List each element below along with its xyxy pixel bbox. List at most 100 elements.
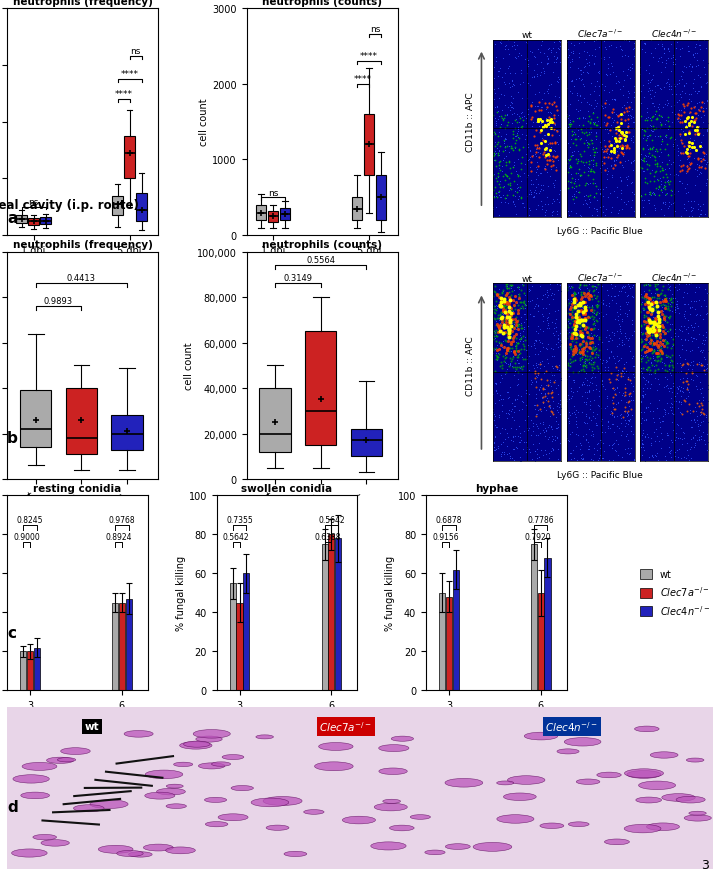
Legend: wt, $\it{Clec7a}^{-/-}$, $\it{Clec4n}^{-/-}$: wt, $\it{Clec7a}^{-/-}$, $\it{Clec4n}^{-… (640, 570, 710, 617)
Text: CD11b :: APC: CD11b :: APC (466, 93, 474, 152)
PathPatch shape (28, 219, 39, 226)
Bar (27, 651, 33, 691)
Text: 0.8924: 0.8924 (105, 533, 132, 542)
X-axis label: time (h): time (h) (58, 716, 97, 726)
Circle shape (218, 814, 248, 821)
Text: 0.4413: 0.4413 (67, 274, 96, 283)
PathPatch shape (305, 332, 336, 445)
Circle shape (166, 847, 195, 853)
Circle shape (199, 763, 225, 769)
Circle shape (503, 793, 536, 801)
Circle shape (662, 794, 696, 802)
Text: ****: **** (121, 70, 138, 79)
PathPatch shape (280, 209, 290, 221)
Circle shape (636, 797, 662, 803)
Y-axis label: cell count: cell count (184, 342, 194, 390)
PathPatch shape (256, 205, 266, 221)
Circle shape (557, 749, 579, 754)
Circle shape (374, 803, 408, 811)
Circle shape (58, 758, 76, 762)
Bar (119, 603, 125, 691)
Circle shape (145, 792, 175, 799)
Circle shape (266, 825, 289, 831)
Text: 0.5564: 0.5564 (306, 255, 336, 265)
Circle shape (60, 748, 90, 755)
Text: ns: ns (130, 47, 141, 56)
Circle shape (205, 822, 228, 827)
X-axis label: time (h): time (h) (477, 716, 516, 726)
Text: 0.9000: 0.9000 (14, 533, 40, 542)
Text: b: b (7, 430, 18, 445)
Text: wt: wt (84, 722, 99, 731)
X-axis label: time (h): time (h) (267, 716, 307, 726)
Circle shape (684, 815, 711, 821)
PathPatch shape (20, 391, 51, 448)
Circle shape (180, 742, 212, 749)
Text: 0.9156: 0.9156 (432, 533, 459, 542)
Circle shape (196, 736, 222, 742)
Circle shape (13, 775, 49, 783)
Circle shape (145, 770, 183, 779)
Circle shape (193, 730, 230, 738)
Text: Ly6G :: Pacific Blue: Ly6G :: Pacific Blue (557, 471, 642, 479)
Bar (538, 594, 544, 691)
Title: neutrophils (counts): neutrophils (counts) (262, 0, 382, 7)
Text: ns: ns (28, 198, 39, 207)
Circle shape (33, 834, 56, 840)
Bar (322, 544, 328, 691)
Circle shape (315, 762, 354, 771)
Text: 0.7920: 0.7920 (524, 533, 551, 542)
Y-axis label: cell count: cell count (199, 98, 210, 147)
Circle shape (634, 726, 659, 732)
Circle shape (597, 773, 621, 778)
Circle shape (99, 846, 133, 853)
Text: ns: ns (268, 189, 278, 198)
PathPatch shape (125, 137, 135, 179)
Circle shape (371, 842, 406, 850)
Circle shape (540, 823, 564, 829)
Y-axis label: % fungal killing: % fungal killing (176, 556, 186, 630)
Bar (243, 573, 249, 691)
Circle shape (524, 732, 558, 740)
Circle shape (256, 735, 274, 739)
Circle shape (568, 822, 589, 827)
Bar (34, 648, 40, 691)
Text: 0.7355: 0.7355 (226, 515, 253, 524)
PathPatch shape (66, 389, 97, 455)
Bar (230, 584, 236, 691)
Text: 0.5642: 0.5642 (318, 515, 345, 524)
Circle shape (391, 737, 413, 741)
Circle shape (445, 779, 483, 788)
Circle shape (117, 851, 143, 857)
Circle shape (41, 839, 69, 846)
Text: 0.6388: 0.6388 (315, 533, 341, 542)
Circle shape (129, 852, 152, 857)
Text: 0.8245: 0.8245 (17, 515, 43, 524)
Bar (335, 539, 341, 691)
Circle shape (263, 796, 302, 805)
Circle shape (379, 768, 408, 774)
Circle shape (446, 844, 470, 850)
Text: a: a (7, 211, 17, 226)
Bar (531, 544, 537, 691)
Circle shape (204, 797, 227, 802)
Text: 0.5642: 0.5642 (223, 533, 250, 542)
Text: 3: 3 (701, 858, 709, 871)
Circle shape (676, 796, 705, 803)
Circle shape (284, 852, 307, 857)
Circle shape (379, 745, 409, 752)
Circle shape (639, 781, 675, 789)
Bar (125, 599, 132, 691)
Circle shape (508, 776, 545, 784)
Text: d: d (7, 799, 18, 814)
Circle shape (647, 823, 680, 831)
Circle shape (90, 800, 128, 809)
Text: 0.3149: 0.3149 (284, 274, 312, 283)
Circle shape (319, 743, 353, 751)
Circle shape (124, 730, 153, 738)
Circle shape (12, 849, 48, 857)
Title: resting conidia: resting conidia (33, 484, 122, 493)
PathPatch shape (112, 197, 123, 216)
Circle shape (650, 752, 678, 759)
Text: Peritoneal cavity (i.p. route): Peritoneal cavity (i.p. route) (0, 198, 139, 212)
